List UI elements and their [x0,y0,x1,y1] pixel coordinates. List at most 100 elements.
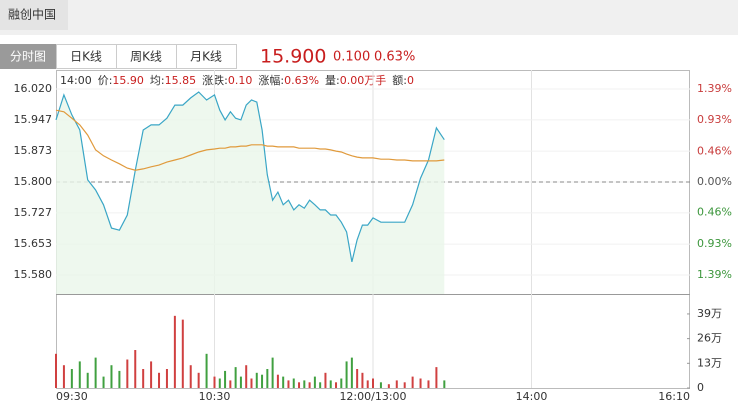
price-line [55,91,445,263]
top-bar [0,0,738,35]
volume-bar [335,382,338,388]
volume-bar [340,378,343,388]
info-label: 价: [98,74,113,87]
volume-bar [276,374,279,388]
volume-bar [255,372,258,388]
volume-bar [261,374,264,388]
volume-tick-label: 13万 [697,356,722,369]
tab-label: 日K线 [70,50,102,64]
y2-tick-label: 0.46% [697,144,732,157]
x-tick-label: 14:00 [516,390,548,403]
volume-bar [70,369,73,388]
tab-label: 月K线 [190,50,222,64]
volume-bar [86,372,89,388]
volume-tick-label: 0 [697,381,704,394]
y2-tick-label: 1.39% [697,82,732,95]
volume-bar [395,380,398,388]
volume-bar [435,367,438,388]
y-tick-label: 15.727 [14,206,53,219]
volume-bar [372,378,374,388]
volume-bar [102,376,105,388]
volume-bar [250,378,253,388]
volume-bar [173,315,176,388]
y2-tick-label: 0.00% [697,175,732,188]
info-label: 额: [392,74,407,87]
volume-bar [345,361,348,388]
tab-label: 分时图 [10,50,46,64]
volume-bar [292,378,295,388]
volume-bar [324,372,327,388]
tab[interactable] [56,44,117,69]
volume-bar [165,369,168,388]
y2-tick-label: 1.39% [697,268,732,281]
volume-bar [234,367,237,388]
info-label: 均: [150,74,165,87]
info-label: 量: [325,74,340,87]
volume-bar [197,372,200,388]
stock-name: 融创中国 [8,7,56,22]
stock-tab[interactable] [0,0,68,30]
info-line: 14:00价:15.90均:15.85涨跌:0.10涨幅:0.63%量:0.00… [60,73,414,87]
volume-bar [94,357,97,388]
volume-bar [411,376,414,388]
x-tick-label: 10:30 [199,390,231,403]
volume-bar [189,365,192,388]
volume-bar [403,382,406,388]
volume-bar [313,376,316,388]
info-label: 涨幅: [258,74,284,87]
info-value: 15.85 [165,74,197,87]
quote-change: 0.100 [333,50,370,65]
volume-bar [329,380,332,388]
y-tick-label: 15.653 [14,237,53,250]
volume-bar [427,380,430,388]
price-area [56,92,445,294]
average-line [55,109,445,171]
volume-bar [419,378,422,388]
volume-bar [308,382,311,388]
volume-bar [218,378,221,388]
volume-bar [213,376,216,388]
volume-bar [443,380,446,388]
volume-bar [303,380,306,388]
volume-bar [287,380,290,388]
volume-bar [126,359,129,388]
y-tick-label: 15.800 [14,175,53,188]
volume-bar [361,372,364,388]
tab[interactable] [176,44,237,69]
volume-tick-label: 26万 [697,332,722,345]
volume-bar [379,382,382,388]
volume-bar [150,361,153,388]
volume-bar [181,319,184,388]
volume-bar [271,357,274,388]
info-value: 0.63% [284,74,319,87]
info-value: 0.00万手 [340,73,387,87]
x-tick-label: 09:30 [56,390,88,403]
info-label: 14:00 [60,74,92,87]
quote-price: 15.900 [260,46,326,68]
volume-bar [266,369,269,388]
volume-bar [118,370,121,388]
volume-bar [282,376,285,388]
volume-bar [224,370,227,388]
volume-bar [298,382,301,388]
tab-label: 周K线 [130,50,162,64]
y-tick-label: 15.873 [14,144,53,157]
tab-active[interactable] [0,44,56,69]
volume-bar [134,350,137,388]
volume-bar [239,376,242,388]
volume-bar [229,380,232,388]
volume-bar [245,365,248,388]
volume-bar [110,365,113,388]
volume-bar [158,372,161,388]
volume-bar [142,369,145,388]
info-value: 0 [407,74,414,87]
volume-bar [78,361,81,388]
volume-bar [62,365,65,388]
volume-bar [319,382,322,388]
volume-bar [205,353,208,388]
y-tick-label: 16.020 [14,82,53,95]
y2-tick-label: 0.93% [697,113,732,126]
volume-bar [356,369,359,388]
